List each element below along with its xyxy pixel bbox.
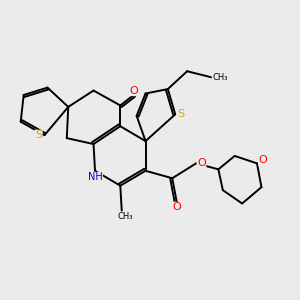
Text: S: S	[35, 130, 42, 140]
Text: CH₃: CH₃	[213, 73, 228, 82]
Text: O: O	[259, 155, 267, 165]
Text: O: O	[129, 85, 138, 96]
Text: NH: NH	[88, 172, 102, 182]
Text: O: O	[197, 158, 206, 168]
Text: S: S	[177, 109, 184, 119]
Text: CH₃: CH₃	[118, 212, 133, 221]
Text: O: O	[172, 202, 181, 212]
